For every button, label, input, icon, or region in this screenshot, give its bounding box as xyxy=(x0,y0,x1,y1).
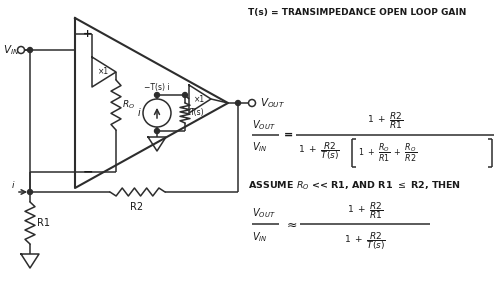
Text: $V_{OUT}$: $V_{OUT}$ xyxy=(252,206,276,220)
Text: T(s) = TRANSIMPEDANCE OPEN LOOP GAIN: T(s) = TRANSIMPEDANCE OPEN LOOP GAIN xyxy=(248,8,466,17)
Circle shape xyxy=(154,129,160,133)
Text: T(s): T(s) xyxy=(190,109,204,118)
Text: $1\ +\ \dfrac{R_O}{R1}\ +\ \dfrac{R_O}{R2}$: $1\ +\ \dfrac{R_O}{R1}\ +\ \dfrac{R_O}{R… xyxy=(358,142,418,164)
Text: =: = xyxy=(284,130,293,140)
Text: $V_{OUT}$: $V_{OUT}$ xyxy=(252,118,276,132)
Text: +: + xyxy=(83,29,92,39)
Text: i: i xyxy=(12,181,14,189)
Text: $1\ +\ \dfrac{R2}{T(s)}$: $1\ +\ \dfrac{R2}{T(s)}$ xyxy=(298,140,340,162)
Text: $1\ +\ \dfrac{R2}{R1}$: $1\ +\ \dfrac{R2}{R1}$ xyxy=(366,111,404,131)
Text: $V_{IN}$: $V_{IN}$ xyxy=(252,140,268,154)
Text: $V_{IN}$: $V_{IN}$ xyxy=(252,230,268,244)
Text: $\approx$: $\approx$ xyxy=(284,217,298,230)
Circle shape xyxy=(28,47,32,53)
Text: $R_O$: $R_O$ xyxy=(122,99,135,111)
Text: ASSUME $R_O$ << R1, AND R1 $\leq$ R2, THEN: ASSUME $R_O$ << R1, AND R1 $\leq$ R2, TH… xyxy=(248,180,461,192)
Circle shape xyxy=(154,92,160,98)
Text: R2: R2 xyxy=(130,202,143,212)
Text: ×1: ×1 xyxy=(98,67,110,77)
Circle shape xyxy=(28,189,32,195)
Text: $V_{IN}$: $V_{IN}$ xyxy=(3,43,20,57)
Circle shape xyxy=(236,101,240,105)
Text: ×1: ×1 xyxy=(194,95,205,103)
Text: $1\ +\ \dfrac{R2}{R1}$: $1\ +\ \dfrac{R2}{R1}$ xyxy=(346,201,384,221)
Text: $1\ +\ \dfrac{R2}{T(s)}$: $1\ +\ \dfrac{R2}{T(s)}$ xyxy=(344,230,386,252)
Text: −: − xyxy=(83,165,94,178)
Circle shape xyxy=(182,92,188,98)
Text: −T(s) i: −T(s) i xyxy=(144,83,170,92)
Text: $V_{OUT}$: $V_{OUT}$ xyxy=(260,96,285,110)
Text: R1: R1 xyxy=(37,218,50,228)
Text: i: i xyxy=(137,108,140,118)
